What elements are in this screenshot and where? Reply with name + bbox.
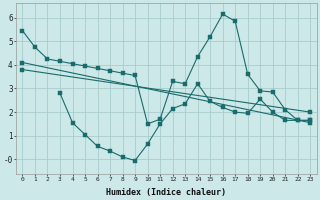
- X-axis label: Humidex (Indice chaleur): Humidex (Indice chaleur): [106, 188, 226, 197]
